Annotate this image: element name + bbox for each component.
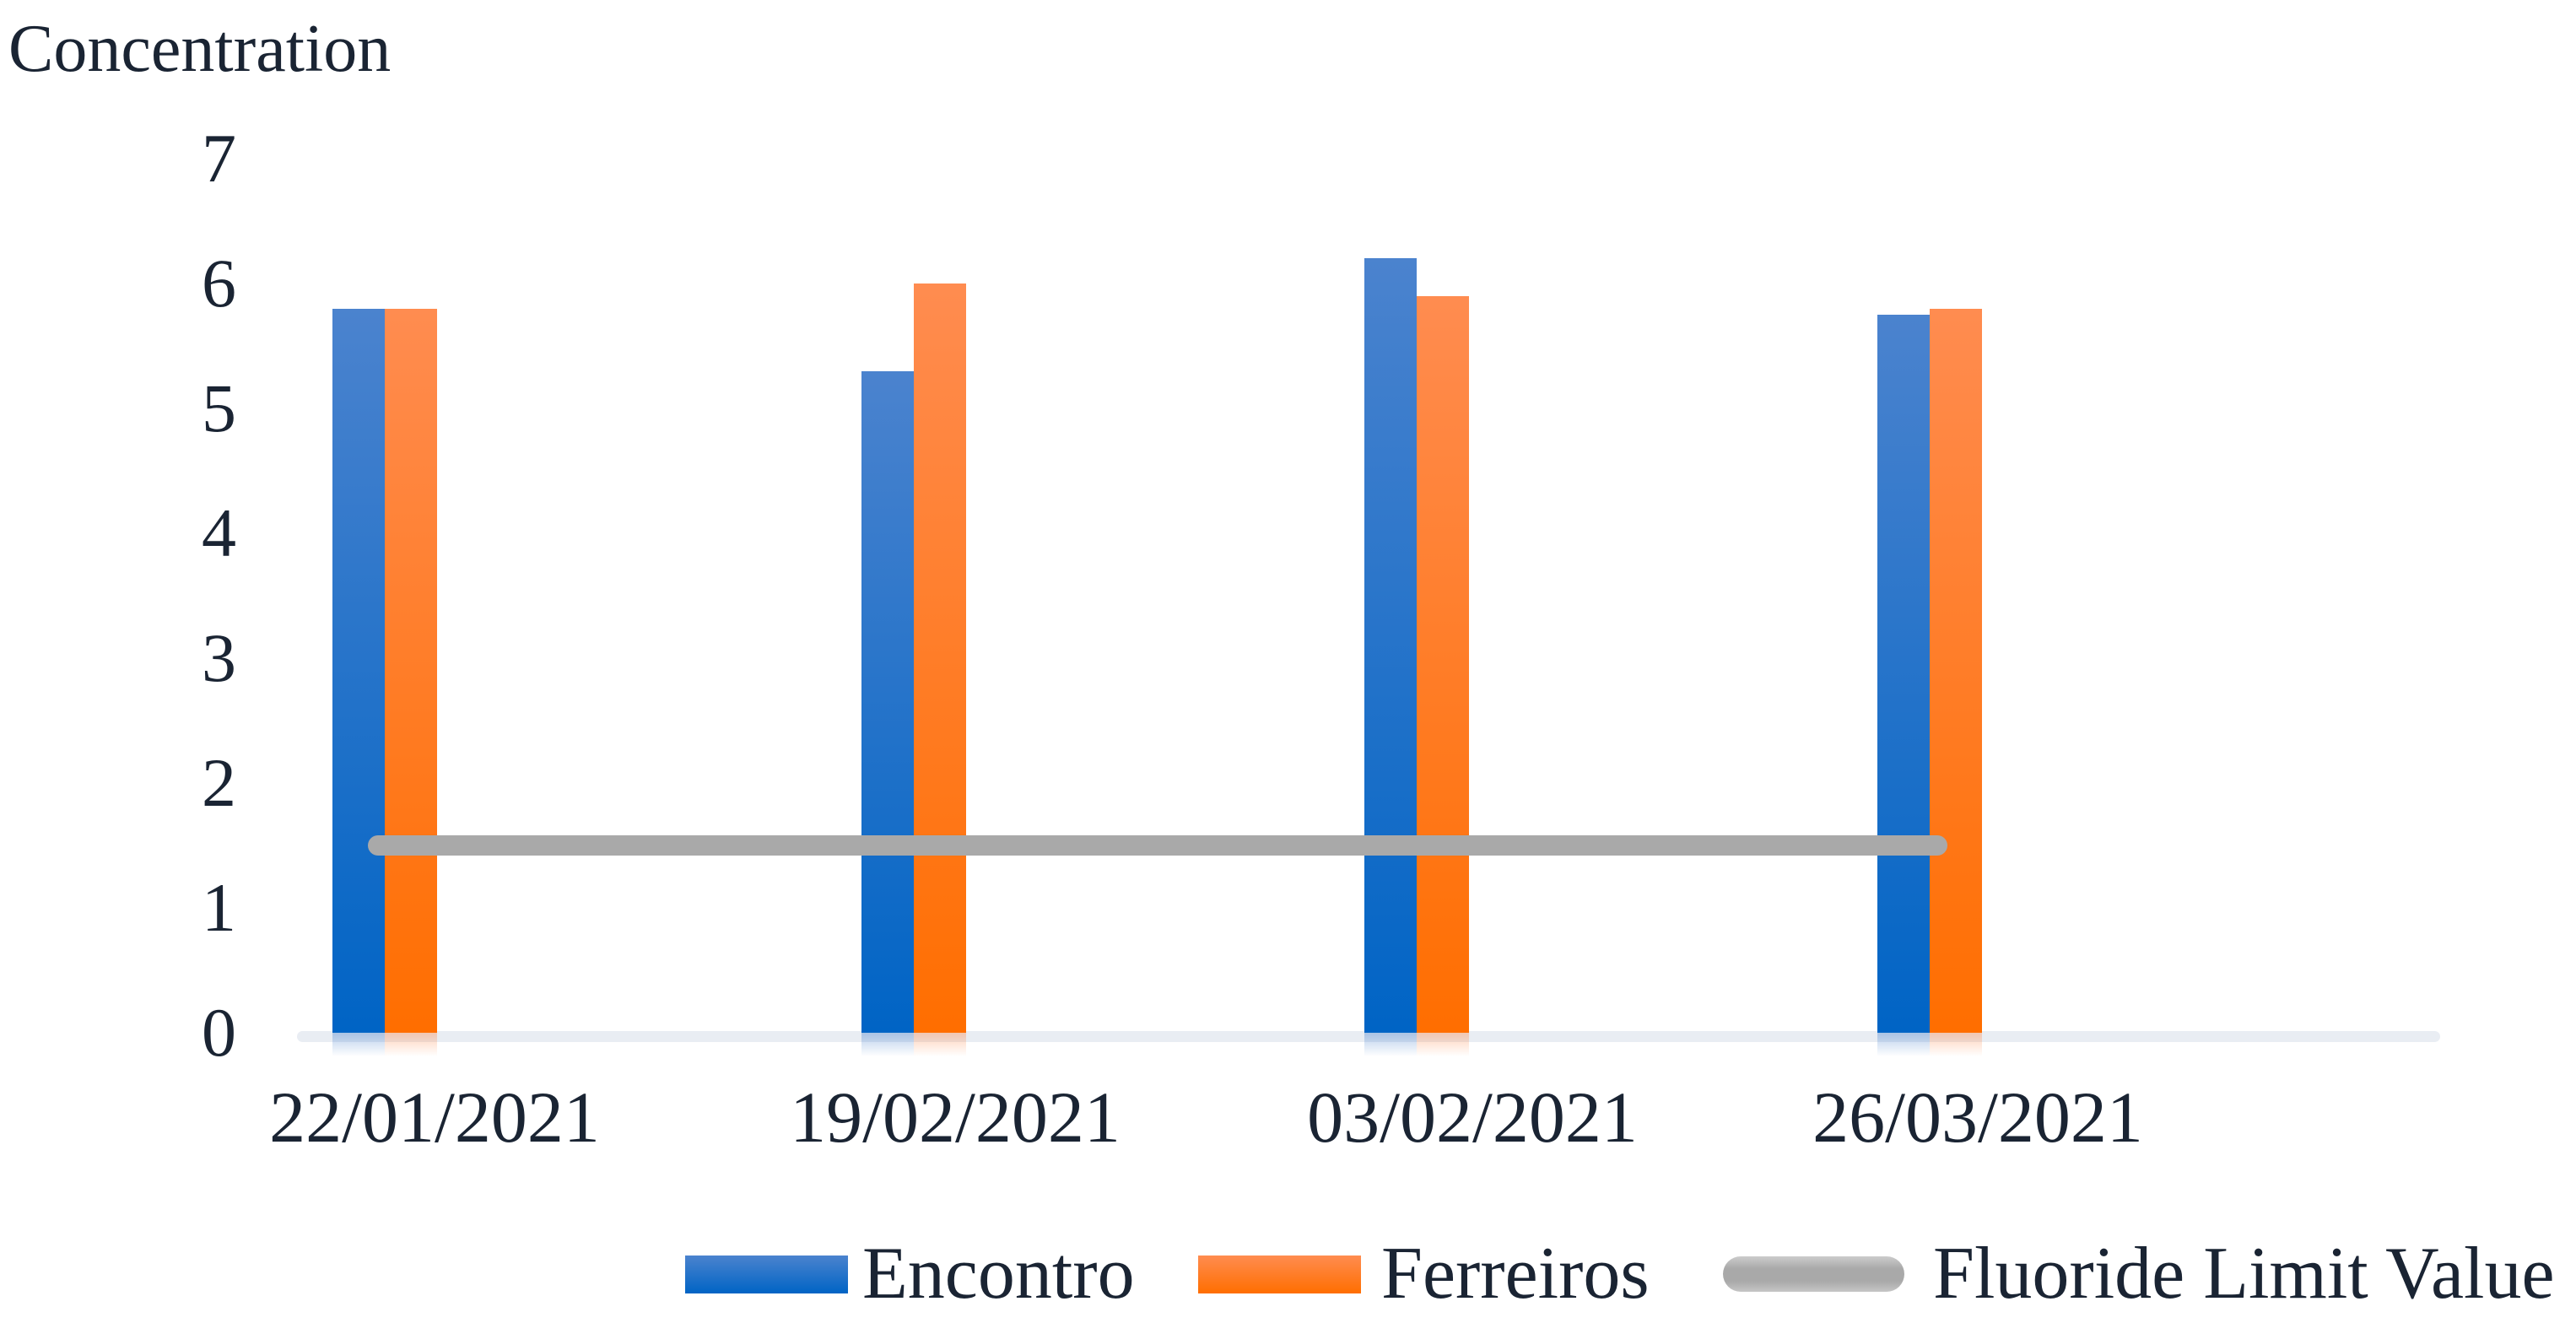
- bar-encontro-2: [1364, 258, 1417, 1033]
- legend-swatch-fluoride-limit: [1723, 1256, 1904, 1292]
- bar-ferreiros-0: [385, 309, 437, 1033]
- bar-reflection: [1364, 1033, 1417, 1056]
- bar-encontro-1: [861, 371, 914, 1033]
- y-tick-label-6: 6: [202, 245, 236, 321]
- legend-swatch-ferreiros: [1198, 1256, 1361, 1293]
- y-tick-label-1: 1: [202, 869, 236, 946]
- y-tick-label-7: 7: [202, 120, 236, 197]
- x-category-label: 26/03/2021: [1812, 1077, 2143, 1158]
- x-axis-baseline: [297, 1031, 2440, 1042]
- chart-title: Concentration: [8, 12, 392, 86]
- y-tick-label-5: 5: [202, 370, 236, 446]
- x-category-label: 19/02/2021: [790, 1077, 1121, 1158]
- bar-reflection: [385, 1033, 437, 1056]
- bar-encontro-0: [332, 309, 385, 1033]
- bar-reflection: [1877, 1033, 1930, 1056]
- bar-reflection: [914, 1033, 966, 1056]
- y-tick-label-2: 2: [202, 744, 236, 821]
- y-tick-label-4: 4: [202, 494, 236, 571]
- fluoride-limit-line: [368, 835, 1947, 856]
- legend-label-ferreiros: Ferreiros: [1381, 1233, 1650, 1315]
- legend-label-fluoride-limit: Fluoride Limit Value: [1933, 1233, 2555, 1315]
- y-tick-label-3: 3: [202, 619, 236, 696]
- bar-ferreiros-3: [1930, 309, 1982, 1033]
- x-category-label: 22/01/2021: [269, 1077, 600, 1158]
- bar-encontro-3: [1877, 315, 1930, 1033]
- bar-ferreiros-1: [914, 284, 966, 1033]
- bar-reflection: [332, 1033, 385, 1056]
- bar-reflection: [861, 1033, 914, 1056]
- legend-label-encontro: Encontro: [862, 1233, 1135, 1315]
- y-tick-label-0: 0: [202, 994, 236, 1071]
- legend-swatch-encontro: [685, 1256, 848, 1293]
- bar-reflection: [1930, 1033, 1982, 1056]
- bar-ferreiros-2: [1417, 296, 1469, 1033]
- x-category-label: 03/02/2021: [1307, 1077, 1638, 1158]
- bar-reflection: [1417, 1033, 1469, 1056]
